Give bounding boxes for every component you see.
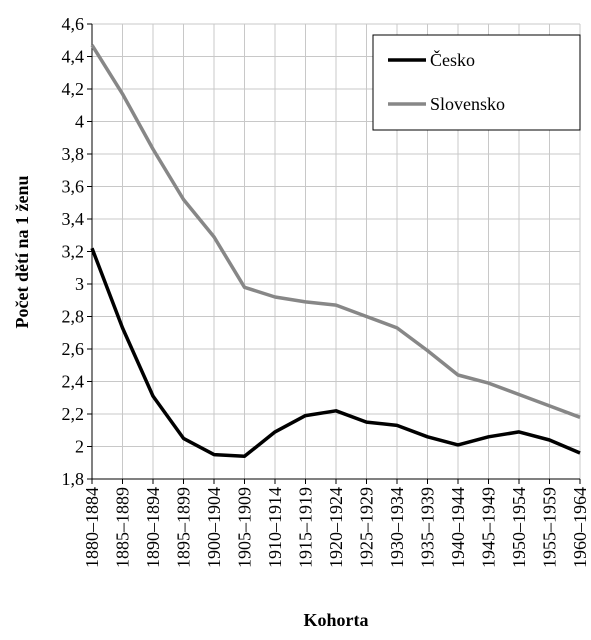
- y-tick-label: 3,2: [62, 242, 85, 262]
- y-axis-label: Počet dětí na 1 ženu: [12, 176, 32, 329]
- y-tick-label: 4,2: [62, 79, 85, 99]
- x-tick-label: 1960–1964: [570, 487, 590, 568]
- y-tick-label: 2,4: [62, 372, 85, 392]
- y-tick-label: 4: [75, 112, 84, 132]
- legend-label: Česko: [430, 49, 475, 70]
- series-line: [90, 247, 581, 459]
- y-tick-label: 4,4: [62, 47, 85, 67]
- y-tick-label: 4,6: [62, 14, 85, 34]
- x-tick-label: 1950–1954: [509, 487, 529, 568]
- series-line: [90, 44, 581, 419]
- y-tick-label: 2,2: [62, 404, 85, 424]
- x-tick-label: 1935–1939: [418, 487, 438, 568]
- x-tick-label: 1925–1929: [357, 487, 377, 568]
- x-tick-label: 1945–1949: [479, 487, 499, 568]
- x-tick-label: 1890–1894: [143, 487, 163, 568]
- x-tick-label: 1915–1919: [296, 487, 316, 568]
- y-tick-label: 3: [75, 274, 84, 294]
- y-tick-label: 2,6: [62, 339, 85, 359]
- x-tick-label: 1880–1884: [82, 487, 102, 568]
- x-tick-label: 1920–1924: [326, 487, 346, 568]
- x-axis-label: Kohorta: [304, 610, 369, 630]
- x-tick-label: 1930–1934: [387, 487, 407, 568]
- x-tick-label: 1905–1909: [235, 487, 255, 568]
- legend-box: [372, 34, 581, 131]
- y-tick-label: 3,6: [62, 177, 85, 197]
- x-tick-label: 1955–1959: [540, 487, 560, 568]
- y-tick-label: 2,8: [62, 307, 85, 327]
- y-tick-label: 2: [75, 437, 84, 457]
- x-tick-label: 1910–1914: [265, 487, 285, 568]
- y-tick-label: 3,4: [62, 209, 85, 229]
- y-tick-label: 1,8: [62, 469, 85, 489]
- x-tick-label: 1900–1904: [204, 487, 224, 568]
- x-tick-label: 1885–1889: [113, 487, 133, 568]
- x-tick-label: 1940–1944: [448, 487, 468, 568]
- y-tick-label: 3,8: [62, 144, 85, 164]
- x-tick-label: 1895–1899: [174, 487, 194, 568]
- legend-label: Slovensko: [430, 94, 505, 114]
